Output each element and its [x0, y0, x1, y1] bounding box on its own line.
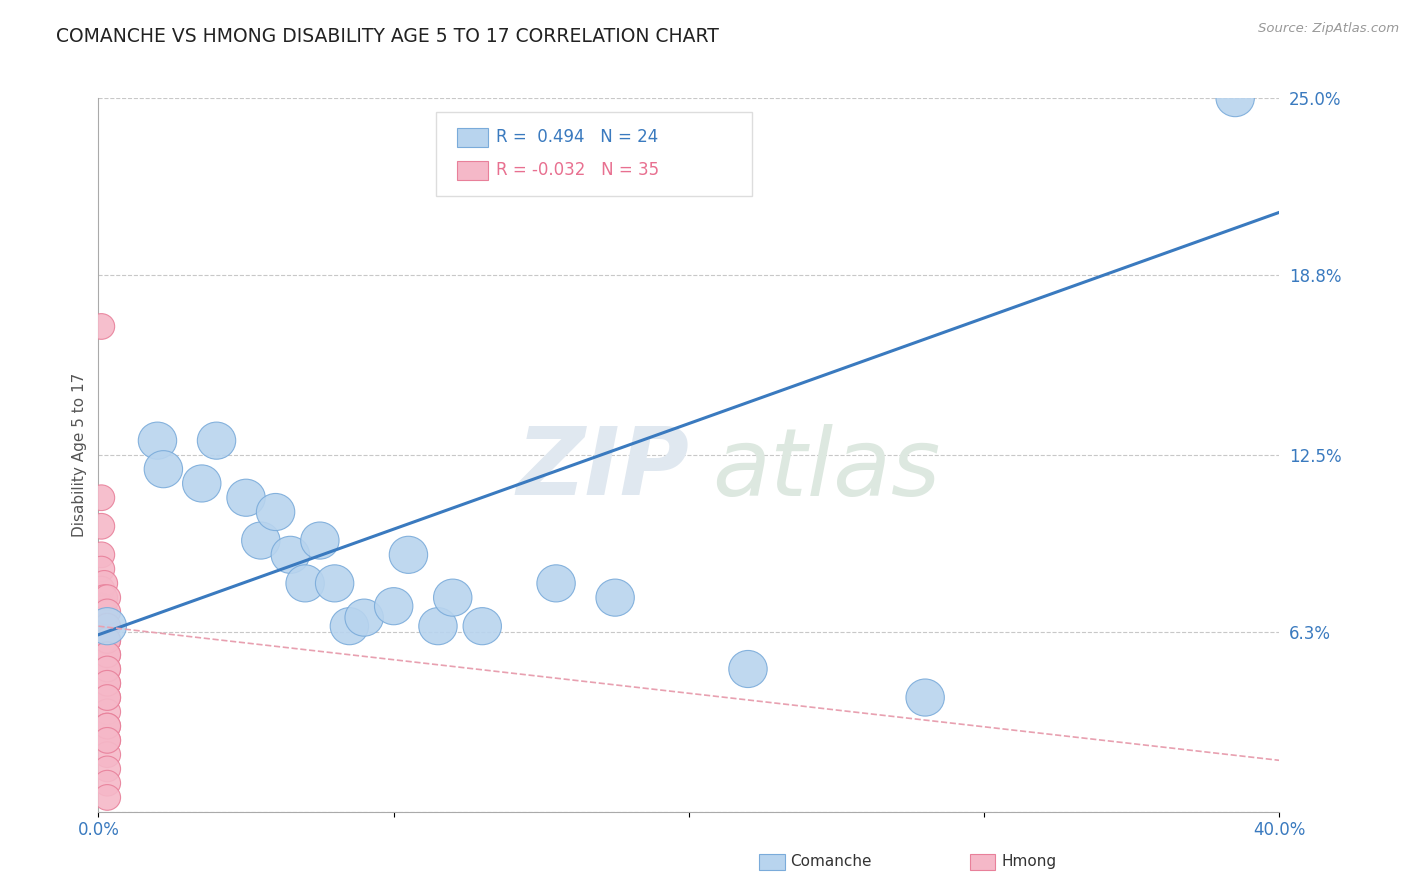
Ellipse shape [242, 522, 280, 559]
Ellipse shape [94, 685, 121, 710]
Text: Hmong: Hmong [1001, 855, 1056, 869]
Ellipse shape [301, 522, 339, 559]
Ellipse shape [94, 742, 121, 767]
Ellipse shape [94, 599, 121, 624]
Ellipse shape [94, 671, 121, 696]
Ellipse shape [89, 593, 115, 619]
Ellipse shape [94, 671, 121, 696]
Ellipse shape [89, 576, 115, 602]
Ellipse shape [91, 571, 118, 596]
Ellipse shape [94, 785, 121, 810]
Ellipse shape [94, 628, 121, 653]
Ellipse shape [374, 588, 413, 624]
Y-axis label: Disability Age 5 to 17: Disability Age 5 to 17 [72, 373, 87, 537]
Ellipse shape [89, 607, 127, 645]
Ellipse shape [905, 679, 945, 716]
Ellipse shape [94, 699, 121, 724]
Ellipse shape [94, 642, 121, 667]
Ellipse shape [94, 771, 121, 796]
Ellipse shape [94, 714, 121, 739]
Text: COMANCHE VS HMONG DISABILITY AGE 5 TO 17 CORRELATION CHART: COMANCHE VS HMONG DISABILITY AGE 5 TO 17… [56, 27, 718, 45]
Ellipse shape [94, 685, 121, 710]
Ellipse shape [330, 607, 368, 645]
Ellipse shape [419, 607, 457, 645]
Ellipse shape [285, 565, 325, 602]
Ellipse shape [537, 565, 575, 602]
Ellipse shape [94, 657, 121, 681]
Ellipse shape [89, 514, 115, 539]
Ellipse shape [94, 657, 121, 681]
Text: Source: ZipAtlas.com: Source: ZipAtlas.com [1258, 22, 1399, 36]
Ellipse shape [89, 614, 115, 639]
Text: atlas: atlas [713, 424, 941, 515]
Ellipse shape [91, 614, 118, 639]
Ellipse shape [94, 628, 121, 653]
Ellipse shape [315, 565, 354, 602]
Ellipse shape [91, 628, 118, 653]
Ellipse shape [256, 493, 295, 531]
Ellipse shape [433, 579, 472, 616]
Text: Comanche: Comanche [790, 855, 872, 869]
Ellipse shape [94, 756, 121, 781]
Ellipse shape [183, 465, 221, 502]
Ellipse shape [271, 536, 309, 574]
Ellipse shape [94, 728, 121, 753]
Ellipse shape [89, 542, 115, 567]
Ellipse shape [94, 585, 121, 610]
Ellipse shape [89, 485, 115, 510]
Ellipse shape [94, 728, 121, 753]
Ellipse shape [94, 714, 121, 739]
Ellipse shape [89, 314, 115, 339]
Ellipse shape [1216, 79, 1254, 117]
Ellipse shape [463, 607, 502, 645]
Ellipse shape [389, 536, 427, 574]
Text: ZIP: ZIP [516, 423, 689, 516]
Text: R =  0.494   N = 24: R = 0.494 N = 24 [496, 128, 658, 146]
Ellipse shape [145, 450, 183, 488]
Ellipse shape [89, 557, 115, 582]
Text: R = -0.032   N = 35: R = -0.032 N = 35 [496, 161, 659, 179]
Ellipse shape [596, 579, 634, 616]
Ellipse shape [344, 599, 384, 636]
Ellipse shape [138, 422, 177, 459]
Ellipse shape [94, 614, 121, 639]
Ellipse shape [91, 585, 118, 610]
Ellipse shape [91, 599, 118, 624]
Ellipse shape [197, 422, 236, 459]
Ellipse shape [94, 642, 121, 667]
Ellipse shape [226, 479, 266, 516]
Ellipse shape [728, 650, 768, 688]
